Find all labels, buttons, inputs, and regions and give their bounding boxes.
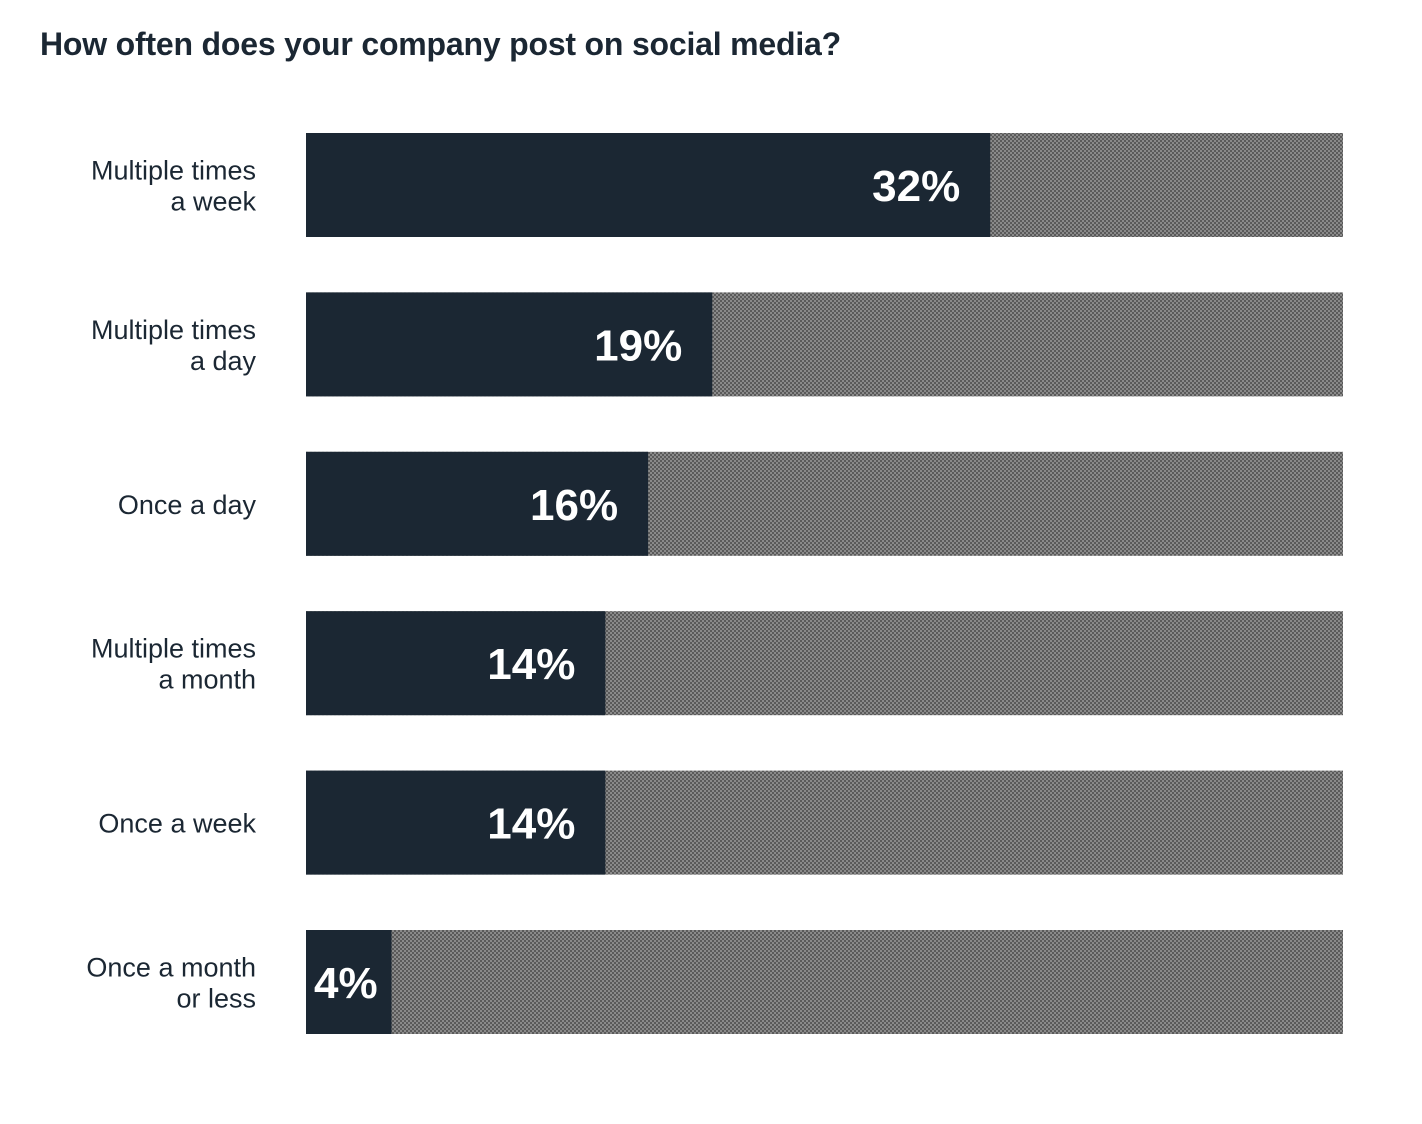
category-label: a day [190,346,257,376]
data-label: 14% [487,640,575,689]
category-label: or less [176,984,256,1014]
bar-row: 14% Once a week [98,770,1343,875]
category-label: Multiple times [91,156,256,186]
data-label: 4% [314,959,378,1008]
bar [306,133,991,237]
bar-remainder [306,930,1343,1034]
bar [306,770,606,875]
bar [306,292,713,397]
category-label: Once a day [118,490,257,520]
category-label: Multiple times [91,315,256,345]
category-label: Once a month [86,953,256,983]
chart-title: How often does your company post on soci… [40,26,841,62]
bar-row: 16% Once a day [118,451,1343,556]
bar [306,611,606,716]
data-label: 16% [530,481,618,530]
data-label: 32% [872,162,960,211]
category-label: a month [158,665,256,695]
data-label: 14% [487,800,575,849]
category-label: Once a week [98,809,256,839]
data-label: 19% [594,321,682,370]
bar [306,930,392,1034]
bar [306,451,649,556]
category-label: Multiple times [91,634,256,664]
category-label: a week [170,187,256,217]
